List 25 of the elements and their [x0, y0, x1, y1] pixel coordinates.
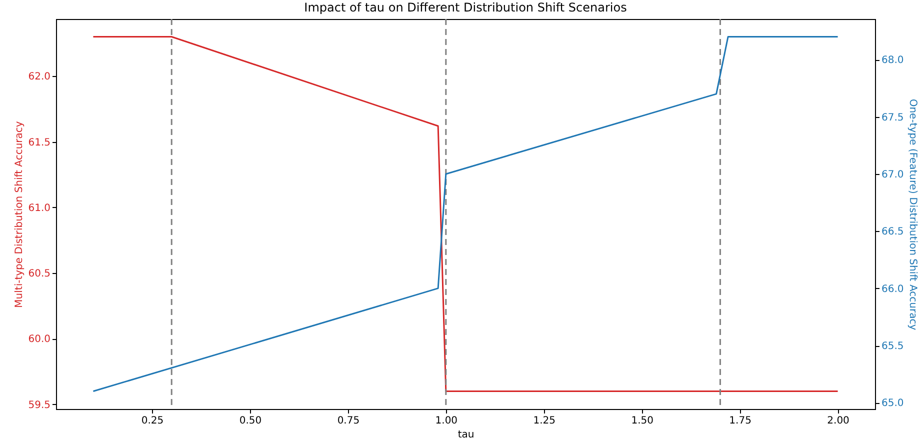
y-tick-label: 59.5	[28, 400, 50, 411]
x-tick-label: 2.00	[827, 416, 850, 426]
x-tick-label: 0.50	[239, 416, 262, 426]
y2-axis-title: One-type (Feature) Distribution Shift Accuracy	[906, 98, 918, 330]
x-tick-label: 0.25	[141, 416, 164, 426]
y2-tick-label: 65.5	[882, 341, 904, 352]
y-axis-title: Multi-type Distribution Shift Accuracy	[14, 121, 26, 308]
x-tick-label: 1.00	[435, 416, 458, 426]
y-tick-label: 60.0	[28, 334, 50, 346]
y-tick-label: 62.0	[28, 72, 50, 83]
y2-tick-label: 68.0	[882, 55, 904, 66]
y2-tick-label: 66.5	[882, 226, 904, 238]
y-tick-label: 60.5	[28, 268, 50, 280]
y2-tick-label: 67.5	[882, 112, 904, 124]
chart-title: Impact of tau on Different Distribution Shift Scenarios	[304, 0, 627, 14]
x-tick-label: 0.75	[337, 416, 360, 426]
y2-tick-label: 66.0	[882, 284, 904, 295]
x-axis-title: tau	[458, 430, 474, 440]
y2-tick-label: 67.0	[882, 169, 904, 180]
x-tick-label: 1.50	[631, 416, 654, 426]
x-tick-label: 1.25	[533, 416, 556, 426]
x-tick-label: 1.75	[729, 416, 752, 426]
y-tick-label: 61.0	[28, 202, 50, 214]
y-tick-label: 61.5	[28, 137, 50, 148]
y2-tick-label: 65.0	[882, 398, 904, 410]
